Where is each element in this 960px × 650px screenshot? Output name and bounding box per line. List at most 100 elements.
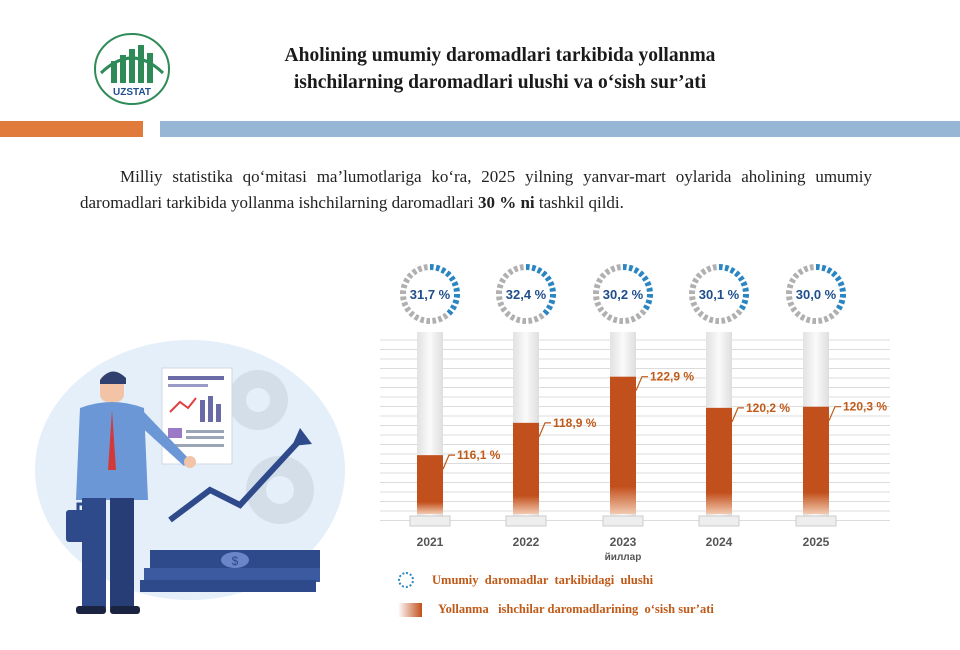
ring-segment [606,313,613,322]
ring-segment [742,287,749,292]
legend-item-share: Umumiy daromadlar tarkibidagi ulushi [398,572,653,588]
ring-segment [542,308,550,316]
ring-segment [593,296,600,301]
data-label-share-2023: 30,2 % [603,287,644,302]
svg-text:$: $ [232,554,239,568]
ring-segment [444,270,452,278]
ring-segment [628,264,634,272]
x-axis-label: йиллар [605,552,642,563]
bar-base [505,515,547,527]
ring-segment [507,268,514,276]
ring-segment [832,308,840,316]
ring-segment [504,310,512,318]
ring-segment [497,301,505,308]
ring-segment [496,283,504,289]
ring-segment [519,264,524,271]
ring-segment [528,317,533,324]
logo-text: UZSTAT [113,87,151,98]
ring-segment [826,266,833,275]
ring-segment [449,304,458,311]
data-label-growth-2021: 116,1 % [457,448,501,462]
ring-segment [802,265,809,273]
ring-segment [416,265,423,273]
ring-segment [545,304,554,311]
data-label-growth-2024: 120,2 % [746,401,790,415]
title-line-1: Aholining umumiy daromadlari tarkibida y… [284,45,716,66]
ring-segment [515,316,521,324]
ring-segment [549,287,556,292]
ring-segment [496,296,503,301]
title-line-2: ishchilarning daromadlari ulushi va o‘si… [293,72,707,93]
ring-segment [406,272,414,280]
data-label-growth-2022: 118,9 % [553,416,597,430]
ring-segment [697,310,705,318]
legend-ring-icon [398,572,414,588]
ring-segment [838,299,846,305]
ring-segment [408,310,416,318]
ring-segment [402,277,411,284]
legend-label-growth: Yollanma ishchilar daromadlarining o‘sis… [438,602,714,616]
bar-base [602,515,644,527]
data-label-share-2022: 32,4 % [506,287,547,302]
ring-segment [593,283,601,289]
briefcase-icon [66,502,104,542]
ring-segment [440,266,447,275]
label-leader [538,422,551,438]
ring-segment [512,265,519,273]
ring-segment [797,268,804,276]
bar-base [698,515,740,527]
ring-segment [712,264,717,271]
ring-segment [536,266,543,275]
ring-segment [786,283,794,289]
ring-segment [741,299,749,305]
ring-segment [726,315,733,323]
data-label-share-2021: 31,7 % [410,287,451,302]
bar-growth-2022 [513,422,539,514]
ring-segment [630,315,637,323]
ring-segment [646,287,653,292]
legend-item-growth: Yollanma ishchilar daromadlarining o‘sis… [398,602,714,617]
growth-arrow-icon [168,437,303,523]
x-tick-2021: 2021 [417,535,444,549]
ring-segment [799,313,806,322]
ring-segment [411,268,418,276]
ring-segment [639,308,647,316]
growth-share-chart: 116,1 % 118,9 % 122,9 % 120,2 % 120,3 % 31,7… [380,264,890,563]
ring-segment [437,315,444,323]
ring-segment [451,280,459,287]
ring-segment [642,304,651,311]
ring-segment [413,313,420,322]
ring-segment [601,310,609,318]
data-label-growth-2023: 122,9 % [650,370,694,384]
ring-segment [538,312,545,320]
ring-segment [547,280,555,287]
ring-segment [737,275,745,282]
ring-segment [645,299,653,305]
bar-growth-2021 [417,455,443,514]
x-tick-2023: 2023 [610,535,637,549]
ring-segment [635,312,642,320]
intro-paragraph: Milliy statistika qo‘mitasi ma’lumotlari… [80,164,872,216]
ring-segment [788,277,797,284]
bar-growth-2025 [803,406,829,514]
ring-segment [509,313,516,322]
ring-segment [731,312,738,320]
ring-segment [502,272,510,280]
ring-segment [531,264,537,272]
ring-segment [823,315,830,323]
ring-segment [641,275,649,282]
label-leader [442,454,455,470]
ring-segment [612,316,618,324]
x-tick-2022: 2022 [513,535,540,549]
ring-segment [544,275,552,282]
ring-segment [644,280,652,287]
ring-segment [595,277,604,284]
ring-segment [609,265,616,273]
ring-segment [702,313,709,322]
ring-segment [597,306,605,313]
legend-label-share: Umumiy daromadlar tarkibidagi ulushi [432,572,654,587]
ring-segment [740,280,748,287]
ring-segment [616,264,621,271]
bar-growth-2024 [706,407,732,514]
ring-segment [637,270,645,278]
